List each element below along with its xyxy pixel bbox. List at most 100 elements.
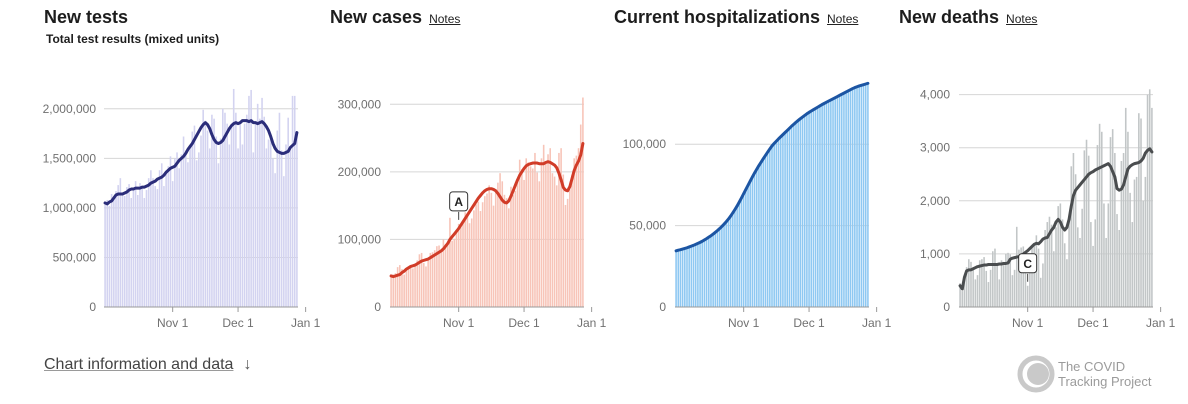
tests-bar: [217, 163, 220, 307]
cases-bar: [457, 223, 460, 307]
chart-info-link[interactable]: Chart information and data ↓: [44, 356, 251, 374]
hospitalizations-bar: [764, 154, 767, 307]
deaths-bar: [1066, 259, 1068, 307]
tests-bar: [119, 178, 122, 307]
cases-bar: [490, 192, 493, 307]
hospitalizations-bar: [679, 249, 682, 307]
tests-bar: [113, 198, 115, 307]
tests-bar: [293, 95, 296, 307]
cases-notes-link[interactable]: Notes: [429, 12, 461, 26]
cases-bar: [462, 221, 464, 307]
hospitalizations-bar: [830, 99, 832, 307]
cases-bar: [453, 238, 456, 307]
hospitalizations-average-line: [674, 81, 870, 253]
hospitalizations-bar: [758, 165, 760, 307]
hospitalizations-bar: [681, 248, 684, 307]
deaths-bar: [1087, 155, 1090, 307]
tests-bar: [167, 166, 170, 307]
hospitalizations-notes-link[interactable]: Notes: [827, 12, 859, 26]
hospitalizations-bar: [782, 134, 784, 307]
cases-bar: [477, 201, 480, 307]
cases-bar: [449, 217, 451, 307]
hospitalizations-bar: [784, 132, 786, 307]
cases-bar: [420, 252, 423, 307]
deaths-bar: [1107, 203, 1110, 307]
deaths-y-tick-label: 2,000: [920, 194, 950, 208]
tests-bar: [267, 139, 270, 307]
hospitalizations-bar: [725, 221, 728, 307]
cases-bar: [431, 252, 434, 307]
hospitalizations-bar: [762, 158, 765, 307]
tests-chart-subtitle: Total test results (mixed units): [46, 32, 220, 46]
cases-bar: [499, 173, 501, 307]
cases-bar: [412, 268, 414, 307]
tests-y-tick-label: 0: [89, 300, 96, 314]
logo-line-2: Tracking Project: [1058, 374, 1152, 389]
hospitalizations-bar: [838, 94, 841, 308]
tests-bar: [130, 197, 133, 307]
tests-bar: [141, 186, 143, 307]
cases-bar: [536, 172, 538, 307]
cases-bar: [525, 158, 528, 307]
tests-bar: [261, 97, 263, 307]
cases-x-tick-label: Nov 1: [443, 316, 475, 330]
cases-bar: [577, 148, 580, 307]
tests-bar: [274, 173, 276, 307]
hospitalizations-bar: [840, 93, 843, 307]
hospitalizations-bar: [773, 142, 775, 307]
hospitalizations-bar: [742, 193, 745, 307]
tests-bar: [250, 89, 252, 307]
cases-bar: [460, 227, 462, 307]
tests-bar: [189, 145, 191, 307]
deaths-annotation-box: [1018, 253, 1038, 274]
deaths-bar: [1055, 227, 1057, 307]
hospitalizations-bar: [786, 129, 789, 307]
chart-info-label: Chart information and data: [44, 356, 234, 373]
deaths-bar: [976, 275, 979, 307]
deaths-bar: [1072, 153, 1075, 307]
tests-bar: [239, 121, 242, 307]
hospitalizations-bar: [803, 114, 806, 308]
cases-bar: [503, 194, 506, 307]
tests-bar: [108, 205, 111, 307]
tests-bar: [272, 158, 274, 307]
deaths-bar: [1000, 260, 1003, 307]
deaths-notes-link[interactable]: Notes: [1006, 12, 1038, 26]
tests-bar: [184, 150, 187, 307]
cases-bar: [405, 270, 408, 307]
hospitalizations-y-tick-label: 0: [659, 300, 666, 314]
hospitalizations-bar: [731, 212, 734, 307]
cases-bar: [446, 243, 449, 307]
tests-bar: [296, 131, 298, 307]
deaths-bar: [1005, 253, 1007, 307]
cases-bar: [390, 275, 392, 307]
tests-bar: [171, 181, 174, 307]
deaths-y-tick-label: 4,000: [920, 88, 950, 102]
deaths-bar: [1033, 243, 1035, 307]
tests-average-line: [103, 119, 299, 206]
cases-bar: [547, 154, 549, 307]
cases-bar: [403, 274, 405, 307]
hospitalizations-bar: [769, 148, 771, 307]
cases-bar: [429, 252, 432, 307]
cases-bar: [518, 159, 521, 307]
hospitalizations-bar: [847, 89, 850, 307]
tests-bar: [256, 103, 259, 307]
tests-bar: [241, 144, 244, 307]
tests-bar: [156, 189, 159, 307]
tests-bar: [232, 88, 235, 308]
hospitalizations-bar: [816, 106, 819, 308]
tests-bar: [211, 114, 213, 307]
hospitalizations-bar: [694, 243, 697, 307]
cases-bar: [418, 254, 421, 307]
deaths-chart-title: New deaths Notes: [899, 7, 1037, 28]
deaths-bar: [1140, 118, 1142, 307]
deaths-bar: [1133, 179, 1136, 307]
deaths-bar: [1002, 261, 1005, 307]
deaths-bar: [1135, 176, 1138, 307]
cases-bar: [425, 266, 427, 307]
tests-bar: [154, 186, 157, 307]
deaths-bar: [1120, 160, 1123, 307]
covid-tracking-project-logo[interactable]: The COVID Tracking Project: [1016, 352, 1176, 396]
hospitalizations-bar: [810, 110, 813, 308]
